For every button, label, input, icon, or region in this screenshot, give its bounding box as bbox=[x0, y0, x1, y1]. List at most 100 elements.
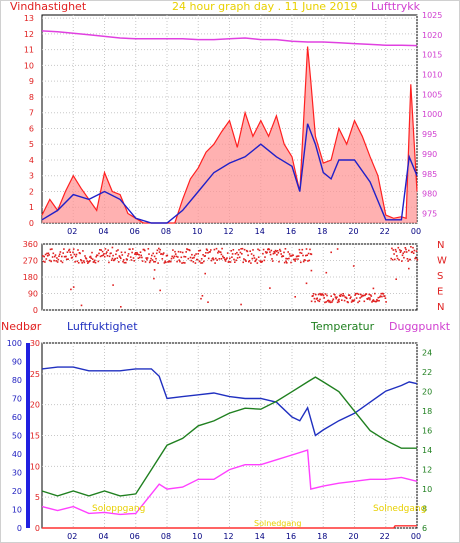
dewpoint-axis-title: Duggpunkt bbox=[389, 320, 451, 333]
direction-point bbox=[159, 248, 161, 251]
direction-point bbox=[400, 250, 402, 252]
direction-point bbox=[220, 258, 223, 260]
direction-point bbox=[46, 252, 48, 255]
direction-point bbox=[77, 262, 80, 264]
direction-point bbox=[76, 260, 79, 263]
direction-point bbox=[252, 249, 254, 251]
direction-point bbox=[224, 258, 226, 261]
direction-point bbox=[289, 255, 292, 257]
direction-point bbox=[269, 253, 272, 256]
direction-point bbox=[368, 293, 370, 296]
direction-point bbox=[413, 249, 416, 252]
direction-point bbox=[96, 254, 99, 257]
direction-point bbox=[382, 293, 385, 295]
direction-point bbox=[82, 260, 85, 262]
direction-point bbox=[359, 297, 361, 299]
direction-point bbox=[174, 253, 177, 255]
direction-point bbox=[62, 252, 64, 254]
direction-point bbox=[283, 261, 286, 264]
direction-point bbox=[180, 256, 183, 259]
direction-point bbox=[331, 299, 334, 302]
direction-point bbox=[269, 251, 271, 253]
direction-point bbox=[370, 295, 373, 297]
direction-point bbox=[355, 297, 358, 299]
direction-point bbox=[98, 252, 100, 255]
precip-tick-label: 20 bbox=[30, 401, 40, 410]
direction-point bbox=[248, 260, 251, 262]
direction-point bbox=[83, 261, 86, 264]
time-tick-label: 04 bbox=[98, 227, 108, 236]
direction-point bbox=[228, 260, 230, 263]
direction-point bbox=[231, 256, 233, 258]
direction-point bbox=[84, 257, 87, 259]
direction-point bbox=[395, 278, 397, 280]
direction-point bbox=[201, 262, 204, 264]
direction-point bbox=[245, 260, 247, 262]
direction-point bbox=[112, 254, 114, 257]
direction-point bbox=[199, 249, 202, 252]
direction-point bbox=[396, 257, 399, 260]
direction-point bbox=[271, 258, 273, 260]
compass-label: N bbox=[437, 240, 444, 251]
direction-point bbox=[375, 300, 377, 303]
direction-point bbox=[47, 252, 50, 255]
direction-point bbox=[229, 257, 231, 260]
time-tick-label: 14 bbox=[255, 227, 265, 236]
compass-label: N bbox=[437, 302, 444, 313]
direction-point bbox=[325, 301, 328, 303]
direction-point bbox=[365, 293, 368, 295]
direction-point bbox=[42, 260, 45, 263]
direction-point bbox=[294, 260, 296, 262]
direction-point bbox=[158, 247, 160, 250]
direction-point bbox=[191, 253, 193, 256]
direction-point bbox=[412, 252, 415, 254]
direction-point bbox=[322, 294, 325, 297]
time-tick-label: 02 bbox=[67, 227, 77, 236]
direction-point bbox=[347, 301, 349, 304]
direction-point bbox=[279, 250, 282, 252]
wind-speed-line bbox=[41, 46, 418, 224]
temperature-tick-label: 14 bbox=[422, 446, 432, 455]
direction-point bbox=[357, 301, 359, 304]
direction-point bbox=[129, 256, 132, 258]
direction-point bbox=[153, 269, 156, 271]
chart-title: 24 hour graph day . 11 June 2019 bbox=[172, 0, 358, 13]
time-tick-label: 00 bbox=[411, 532, 421, 541]
direction-point bbox=[49, 259, 51, 262]
pressure-tick-label: 990 bbox=[422, 150, 437, 159]
direction-tick-label: 0 bbox=[33, 306, 38, 315]
direction-point bbox=[170, 260, 172, 263]
direction-point bbox=[330, 251, 332, 254]
pressure-tick-label: 975 bbox=[422, 209, 437, 218]
direction-point bbox=[225, 258, 228, 260]
direction-point bbox=[192, 261, 195, 263]
direction-point bbox=[153, 277, 155, 280]
direction-point bbox=[69, 251, 71, 253]
direction-point bbox=[139, 251, 142, 253]
direction-point bbox=[410, 246, 412, 248]
direction-point bbox=[273, 251, 275, 253]
direction-point bbox=[144, 249, 146, 252]
precip-axis-bar bbox=[26, 343, 30, 528]
direction-point bbox=[101, 250, 104, 253]
direction-point bbox=[184, 262, 186, 264]
direction-point bbox=[244, 259, 247, 261]
direction-point bbox=[305, 254, 307, 257]
direction-point bbox=[284, 248, 287, 250]
direction-point bbox=[218, 258, 221, 260]
direction-point bbox=[209, 251, 211, 253]
sunrise-label: Soloppgang bbox=[92, 504, 145, 514]
direction-point bbox=[127, 255, 129, 257]
direction-point bbox=[117, 249, 119, 251]
direction-point bbox=[286, 258, 289, 260]
direction-point bbox=[149, 260, 152, 262]
direction-point bbox=[283, 251, 285, 254]
time-tick-label: 06 bbox=[130, 227, 140, 236]
direction-point bbox=[185, 251, 187, 253]
humidity-tick-label: 30 bbox=[12, 469, 22, 478]
temperature-tick-label: 18 bbox=[422, 407, 432, 416]
direction-point bbox=[362, 294, 365, 297]
direction-point bbox=[354, 294, 356, 296]
direction-point bbox=[356, 292, 359, 295]
pressure-tick-label: 980 bbox=[422, 190, 437, 199]
